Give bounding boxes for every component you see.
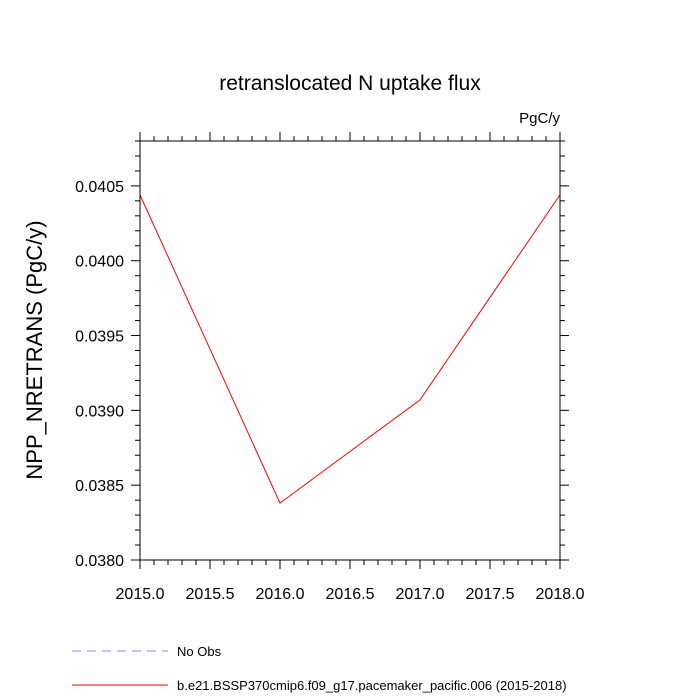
x-tick-label: 2015.5 [186,586,235,603]
x-tick-label: 2016.0 [256,586,305,603]
chart-title: retranslocated N uptake flux [219,72,481,95]
y-axis-ticks: 0.0380 0.0385 0.0390 0.0395 0.0400 0.0405 [75,140,569,570]
y-tick-label: 0.0405 [75,179,124,196]
y-tick-label: 0.0385 [75,478,124,495]
x-tick-label: 2017.5 [466,586,515,603]
y-tick-label: 0.0395 [75,329,124,346]
series-line-0 [139,194,561,504]
plot-frame [139,140,561,561]
y-tick-label: 0.0390 [75,403,124,420]
plot-series [139,194,561,504]
y-tick-label: 0.0400 [75,254,124,271]
legend-label-model: b.e21.BSSP370cmip6.f09_g17.pacemaker_pac… [177,678,567,693]
legend-label-no-obs: No Obs [177,644,222,659]
x-tick-label: 2015.0 [116,586,165,603]
legend: No Obs b.e21.BSSP370cmip6.f09_g17.pacema… [72,644,567,693]
y-axis-label: NPP_NRETRANS (PgC/y) [22,220,47,479]
y-tick-label: 0.0380 [75,553,124,570]
x-tick-label: 2017.0 [396,586,445,603]
x-tick-label: 2018.0 [536,586,585,603]
x-axis-ticks: 2015.0 2015.5 2016.0 2016.5 2017.0 2017.5 2018… [116,132,585,603]
units-label: PgC/y [519,110,560,127]
x-tick-label: 2016.5 [326,586,375,603]
